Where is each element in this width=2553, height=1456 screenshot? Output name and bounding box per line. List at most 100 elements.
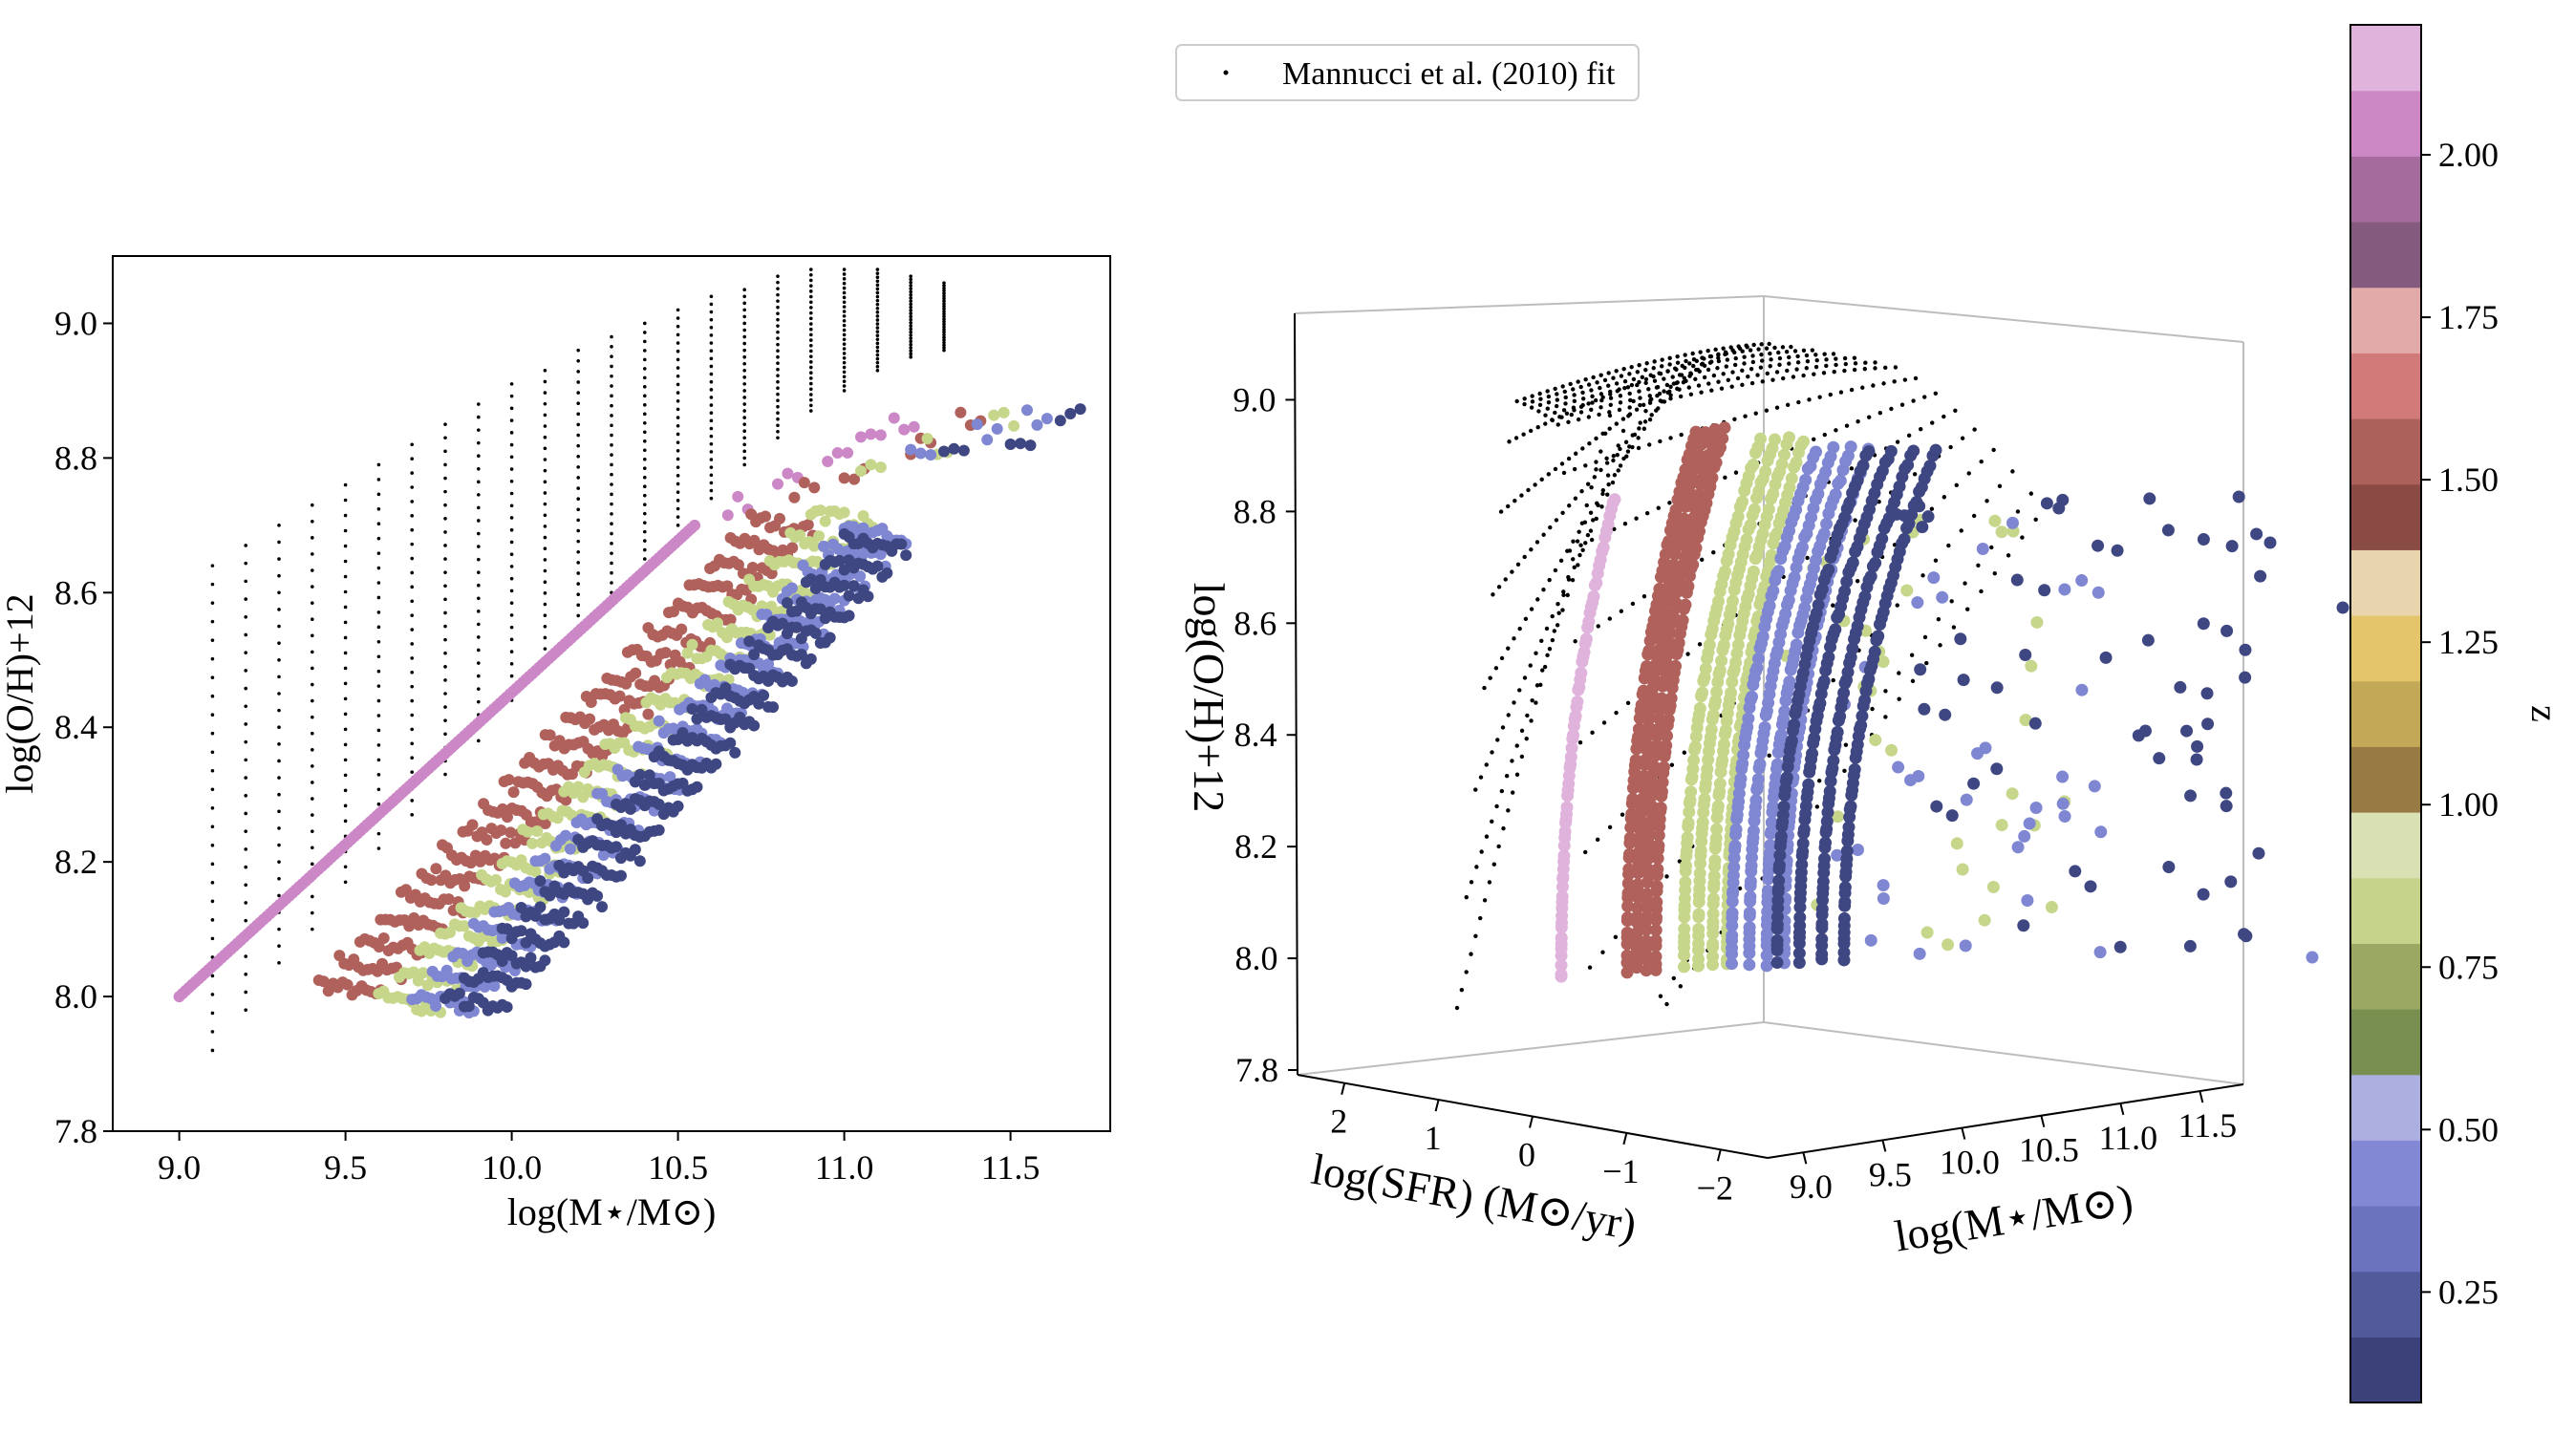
series-point: [991, 422, 1003, 435]
fit-point-3d: [1638, 396, 1642, 400]
series-point: [558, 906, 570, 918]
series-point-3d: [1597, 541, 1610, 554]
fit-point: [210, 656, 215, 661]
fit-point: [676, 474, 680, 478]
series-point: [534, 875, 547, 888]
fit-point-3d: [1583, 541, 1588, 546]
fit-point: [543, 458, 547, 461]
fit-point: [942, 325, 946, 330]
series-point-3d: [1726, 929, 1739, 942]
series-point-3d: [1711, 800, 1725, 813]
fit-point: [676, 457, 680, 461]
series-point: [520, 960, 532, 973]
fit-point-3d: [1647, 418, 1653, 422]
fit-point-3d: [1740, 382, 1745, 388]
series-point-3d: [1705, 723, 1718, 737]
fit-point: [742, 416, 746, 419]
fit-point-3d: [1566, 419, 1571, 424]
fit-point: [244, 793, 247, 798]
fit-point: [443, 449, 447, 454]
fit-point-3d: [1795, 353, 1800, 359]
colorbar-swatch: [2350, 549, 2421, 616]
series-point-3d: [1746, 690, 1759, 703]
fit-point-3d: [1550, 613, 1555, 619]
fit-point: [244, 883, 247, 888]
fit-point-3d: [1529, 547, 1534, 552]
series-point-3d: [1689, 425, 1703, 439]
fit-point: [676, 341, 680, 345]
fit-point: [443, 772, 447, 777]
fit-point-3d: [1555, 397, 1560, 402]
series-point: [653, 824, 665, 836]
series-point: [597, 848, 610, 861]
fit-point: [311, 927, 314, 931]
fit-point-3d: [1706, 381, 1711, 386]
fit-point-3d: [1725, 357, 1730, 362]
fit-point-3d: [1686, 385, 1691, 390]
fit-point-3d: [1640, 375, 1645, 380]
fit-point: [477, 545, 481, 548]
series-point-3d: [1829, 623, 1842, 636]
fit-point: [509, 467, 514, 471]
series-point: [643, 769, 655, 782]
fit-point: [343, 635, 348, 640]
series-point: [842, 446, 854, 459]
series-point: [729, 746, 741, 759]
series-point-3d: [1837, 686, 1851, 699]
series-point: [686, 638, 698, 651]
fit-point: [909, 289, 912, 294]
right-mass-tick-mark: [1961, 1127, 1966, 1140]
fit-point: [610, 334, 613, 339]
fit-point: [875, 330, 880, 333]
colorbar-blocks: [2350, 25, 2421, 1403]
series-point-3d: [1960, 793, 1973, 806]
series-point: [500, 837, 512, 849]
fit-point: [643, 430, 647, 435]
series-point-3d: [1824, 775, 1837, 788]
fit-point-3d: [1534, 540, 1540, 545]
fit-point: [776, 354, 780, 359]
right-mass-tick-label: 9.5: [1869, 1155, 1912, 1193]
fit-point-3d: [1759, 342, 1764, 347]
fit-point: [676, 515, 680, 519]
fit-point: [543, 435, 547, 439]
series-point: [900, 549, 912, 562]
colorbar-swatch: [2350, 1009, 2421, 1076]
fit-point-3d: [1588, 528, 1594, 533]
fit-point: [576, 412, 580, 417]
fit-point-3d: [1503, 577, 1508, 582]
series-point: [488, 980, 501, 993]
colorbar-tick-label: 0.75: [2438, 948, 2499, 986]
series-point: [558, 936, 570, 949]
colorbar-swatch: [2350, 680, 2421, 747]
series-point-3d: [1729, 655, 1743, 669]
series-point: [971, 418, 983, 431]
fit-point-3d: [1721, 372, 1726, 376]
series-point-3d: [2238, 928, 2251, 941]
fit-point-3d: [1881, 381, 1886, 386]
legend-frame: [1175, 44, 1640, 101]
series-point-3d: [2224, 875, 2238, 889]
series-point-3d: [1682, 580, 1695, 593]
fit-point: [509, 406, 514, 411]
fit-point: [942, 289, 946, 293]
series-point-3d: [1815, 948, 1829, 961]
fit-point-3d: [1553, 386, 1557, 392]
fit-point: [610, 570, 613, 575]
fit-point: [277, 557, 281, 561]
fit-point: [742, 341, 746, 346]
series-point: [767, 701, 780, 714]
fit-point-3d: [1992, 570, 1997, 576]
series-point-3d: [2201, 717, 2215, 731]
series-point: [495, 824, 507, 837]
fit-point: [643, 394, 647, 398]
fit-point-3d: [1568, 381, 1573, 387]
fit-point: [709, 310, 714, 314]
series-point: [442, 893, 455, 906]
fit-point-3d: [1618, 400, 1623, 405]
series-point-3d: [1620, 926, 1634, 939]
right-sfr-tick-label: −1: [1602, 1152, 1639, 1190]
fit-point-3d: [1473, 933, 1478, 939]
fit-point: [244, 776, 247, 780]
right-sfr-tick-mark: [1341, 1082, 1346, 1095]
